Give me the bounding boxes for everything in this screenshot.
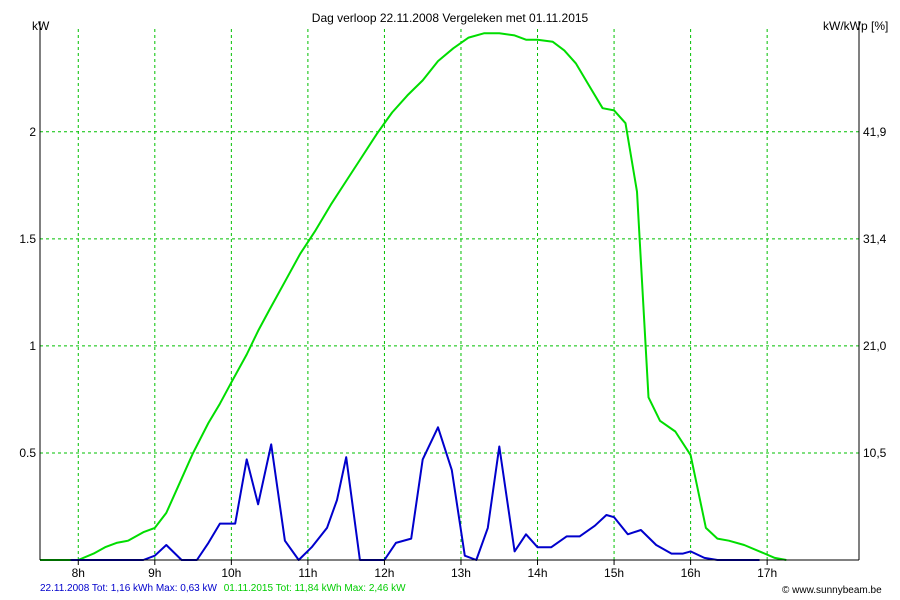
x-tick-label: 13h <box>451 566 471 580</box>
y-tick-label: 1 <box>29 339 36 353</box>
series-lines <box>40 32 787 561</box>
y-tick-label: 1.5 <box>19 232 36 246</box>
chart-title: Dag verloop 22.11.2008 Vergeleken met 01… <box>311 11 589 25</box>
x-tick-label: 17h <box>757 566 777 580</box>
x-tick-label: 12h <box>374 566 394 580</box>
legend-series-2015: 01.11.2015 Tot: 11,84 kWh Max: 2,46 kW <box>223 583 406 594</box>
credit-text: © www.sunnybeam.be <box>782 585 882 596</box>
legend-series-2008: 22.11.2008 Tot: 1,16 kWh Max: 0,63 kW <box>40 583 217 594</box>
footer-legend: 22.11.2008 Tot: 1,16 kWh Max: 0,63 kW 01… <box>40 583 406 594</box>
y-axis-unit-left: kW <box>32 19 50 33</box>
x-tick-label: 15h <box>604 566 624 580</box>
series-line-22.11.2008 <box>70 426 760 561</box>
axes <box>39 21 860 565</box>
grid-lines <box>40 29 859 560</box>
y-axis-unit-right: kW/kWp [%] <box>823 19 889 33</box>
tick-labels: 8h 9h 10h 11h 12h 13h 14h 15h 16h 17h 0.5 1 1.5 2 10,5… <box>19 125 886 580</box>
y2-tick-label: 41,9 <box>863 125 887 139</box>
y2-tick-label: 31,4 <box>863 232 887 246</box>
x-tick-label: 14h <box>528 566 548 580</box>
y2-tick-label: 10,5 <box>863 446 887 460</box>
x-tick-label: 9h <box>148 566 161 580</box>
x-tick-label: 10h <box>221 566 241 580</box>
x-tick-label: 8h <box>72 566 85 580</box>
x-tick-label: 11h <box>298 566 317 580</box>
x-tick-label: 16h <box>681 566 701 580</box>
series-line-01.11.2015 <box>40 32 787 561</box>
y-tick-label: 2 <box>29 125 36 139</box>
y2-tick-label: 21,0 <box>863 339 887 353</box>
y-tick-label: 0.5 <box>19 446 36 460</box>
